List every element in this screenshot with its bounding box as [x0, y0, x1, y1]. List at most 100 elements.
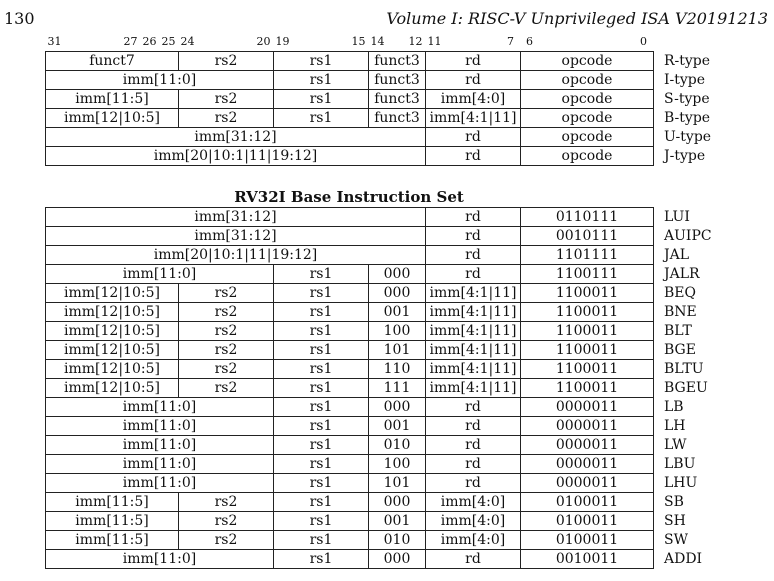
field-cell: imm[11:0] — [45, 70, 274, 90]
instruction-mnemonic: AUIPC — [664, 228, 712, 244]
field-cell: imm[4:1|11] — [425, 321, 521, 341]
field-cell: rs1 — [273, 321, 369, 341]
field-cell: opcode — [520, 146, 654, 166]
field-cell: rs2 — [178, 283, 274, 303]
instruction-row: imm[12|10:5] rs2 rs1 111 imm[4:1|11] 1100011 B… — [45, 378, 764, 398]
field-cell: 000 — [368, 397, 426, 417]
field-cell: imm[12|10:5] — [45, 302, 179, 322]
bit-position-label: 19 — [275, 35, 290, 48]
format-row: imm[11:0] rs1 funct3 rd opcode I-type — [45, 70, 764, 90]
bit-position-label: 7 — [507, 35, 514, 48]
field-cell: funct3 — [368, 89, 426, 109]
instruction-row: imm[20|10:1|11|19:12] rd 1101111 JAL — [45, 245, 764, 265]
field-cell: rs1 — [273, 397, 369, 417]
instruction-mnemonic: LB — [664, 399, 684, 415]
field-cell: 1100011 — [520, 302, 654, 322]
instruction-mnemonic: ADDI — [664, 551, 703, 567]
field-cell: rd — [425, 51, 521, 71]
field-cell: funct3 — [368, 108, 426, 128]
field-cell: rs1 — [273, 108, 369, 128]
field-cell: rs1 — [273, 473, 369, 493]
field-cell: rd — [425, 127, 521, 147]
field-cell: 010 — [368, 530, 426, 550]
field-cell: funct3 — [368, 51, 426, 71]
field-cell: rs1 — [273, 530, 369, 550]
instruction-mnemonic: LW — [664, 437, 687, 453]
field-cell: imm[31:12] — [45, 127, 426, 147]
field-cell: rs2 — [178, 51, 274, 71]
field-cell: 000 — [368, 283, 426, 303]
field-cell: rs2 — [178, 530, 274, 550]
instruction-mnemonic: LBU — [664, 456, 696, 472]
field-cell: imm[11:5] — [45, 89, 179, 109]
format-type-label: U-type — [664, 129, 712, 145]
field-cell: rs2 — [178, 302, 274, 322]
field-cell: 100 — [368, 454, 426, 474]
rv32i-instruction-table: imm[31:12] rd 0110111 LUI imm[31:12] rd 001011… — [45, 207, 764, 569]
instruction-mnemonic: SB — [664, 494, 684, 510]
field-cell: opcode — [520, 70, 654, 90]
instruction-row: imm[11:5] rs2 rs1 001 imm[4:0] 0100011 SH — [45, 511, 764, 531]
field-cell: imm[11:0] — [45, 264, 274, 284]
field-cell: rs2 — [178, 340, 274, 360]
field-cell: 001 — [368, 302, 426, 322]
bit-position-label: 31 — [47, 35, 62, 48]
bit-position-label: 0 — [640, 35, 647, 48]
field-cell: 101 — [368, 473, 426, 493]
field-cell: 001 — [368, 416, 426, 436]
field-cell: rd — [425, 435, 521, 455]
field-cell: 0100011 — [520, 511, 654, 531]
bit-position-label: 25 — [161, 35, 176, 48]
field-cell: rs2 — [178, 511, 274, 531]
bit-position-label: 15 — [351, 35, 366, 48]
field-cell: rd — [425, 146, 521, 166]
instruction-row: imm[12|10:5] rs2 rs1 000 imm[4:1|11] 1100011 B… — [45, 283, 764, 303]
field-cell: imm[11:0] — [45, 435, 274, 455]
instruction-mnemonic: BGEU — [664, 380, 708, 396]
format-type-label: I-type — [664, 72, 706, 88]
field-cell: rs1 — [273, 511, 369, 531]
instruction-row: imm[12|10:5] rs2 rs1 100 imm[4:1|11] 1100011 B… — [45, 321, 764, 341]
instruction-mnemonic: LHU — [664, 475, 698, 491]
field-cell: imm[31:12] — [45, 207, 426, 227]
field-cell: rs1 — [273, 549, 369, 569]
field-cell: 1100011 — [520, 378, 654, 398]
format-row: funct7 rs2 rs1 funct3 rd opcode R-type — [45, 51, 764, 71]
field-cell: 0000011 — [520, 473, 654, 493]
field-cell: rs1 — [273, 416, 369, 436]
format-row: imm[31:12] rd opcode U-type — [45, 127, 764, 147]
field-cell: imm[4:1|11] — [425, 108, 521, 128]
field-cell: opcode — [520, 89, 654, 109]
instruction-mnemonic: SH — [664, 513, 686, 529]
field-cell: rs2 — [178, 492, 274, 512]
instruction-row: imm[12|10:5] rs2 rs1 110 imm[4:1|11] 1100011 B… — [45, 359, 764, 379]
instruction-row: imm[12|10:5] rs2 rs1 101 imm[4:1|11] 1100011 B… — [45, 340, 764, 360]
field-cell: imm[4:1|11] — [425, 283, 521, 303]
field-cell: 0010111 — [520, 226, 654, 246]
instruction-mnemonic: BLTU — [664, 361, 704, 377]
field-cell: rs1 — [273, 264, 369, 284]
field-cell: imm[4:0] — [425, 492, 521, 512]
running-head: Volume I: RISC-V Unprivileged ISA V20191… — [386, 9, 768, 28]
format-row: imm[12|10:5] rs2 rs1 funct3 imm[4:1|11] opcod… — [45, 108, 764, 128]
instruction-mnemonic: BEQ — [664, 285, 696, 301]
section-title: RV32I Base Instruction Set — [234, 188, 464, 206]
field-cell: imm[12|10:5] — [45, 378, 179, 398]
field-cell: 000 — [368, 492, 426, 512]
instruction-row: imm[31:12] rd 0010111 AUIPC — [45, 226, 764, 246]
field-cell: 001 — [368, 511, 426, 531]
field-cell: 0110111 — [520, 207, 654, 227]
field-cell: 0000011 — [520, 435, 654, 455]
instruction-mnemonic: LUI — [664, 209, 690, 225]
bit-position-label: 11 — [427, 35, 442, 48]
field-cell: 1101111 — [520, 245, 654, 265]
bit-position-label: 14 — [370, 35, 385, 48]
field-cell: 0000011 — [520, 397, 654, 417]
field-cell: rs1 — [273, 283, 369, 303]
field-cell: rd — [425, 473, 521, 493]
field-cell: funct3 — [368, 70, 426, 90]
field-cell: rd — [425, 70, 521, 90]
field-cell: 1100011 — [520, 340, 654, 360]
